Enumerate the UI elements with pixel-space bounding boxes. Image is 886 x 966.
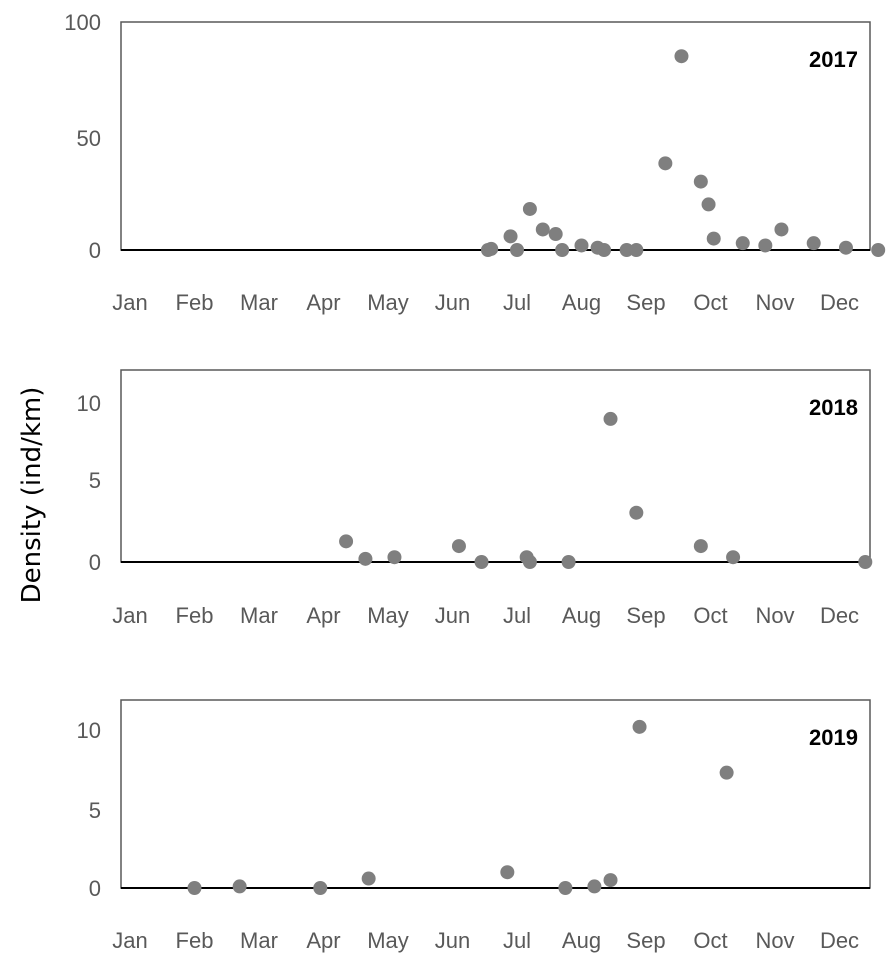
x-tick-label: Sep	[626, 290, 665, 315]
y-tick-label: 5	[89, 798, 101, 823]
x-tick-label: Nov	[755, 603, 794, 628]
x-tick-label: Nov	[755, 290, 794, 315]
panel-2018-frame	[120, 369, 871, 563]
x-tick-label: Apr	[306, 603, 340, 628]
x-tick-label: Apr	[306, 928, 340, 953]
x-tick-label: Sep	[626, 603, 665, 628]
data-point	[474, 555, 489, 569]
panel-title-2018: 2018	[809, 395, 858, 420]
x-tick-label: Feb	[176, 290, 214, 315]
x-tick-label: May	[367, 290, 409, 315]
data-point	[561, 555, 576, 569]
data-point	[339, 534, 354, 549]
x-tick-label: Aug	[562, 928, 601, 953]
x-tick-label: Oct	[693, 290, 727, 315]
data-point	[597, 243, 612, 257]
x-tick-label: Jan	[112, 290, 147, 315]
y-tick-label: 50	[77, 126, 101, 151]
data-point	[555, 243, 570, 257]
data-point	[535, 222, 550, 237]
data-point	[858, 555, 873, 569]
data-point	[522, 555, 537, 569]
x-tick-label: Oct	[693, 603, 727, 628]
x-tick-label: Dec	[820, 928, 859, 953]
data-point	[603, 411, 618, 426]
data-point	[358, 551, 373, 566]
x-tick-label: Dec	[820, 603, 859, 628]
x-tick-label: Jul	[503, 603, 531, 628]
data-point	[719, 765, 734, 780]
data-point	[806, 236, 821, 251]
x-tick-label: Aug	[562, 603, 601, 628]
data-point	[484, 241, 499, 256]
data-point	[187, 881, 202, 895]
data-point	[587, 879, 602, 894]
data-point	[693, 539, 708, 554]
x-tick-label: Jan	[112, 928, 147, 953]
data-point	[500, 865, 515, 880]
x-tick-label: Oct	[693, 928, 727, 953]
x-tick-label: Mar	[240, 290, 278, 315]
panel-title-2019: 2019	[809, 725, 858, 750]
data-point	[313, 881, 328, 895]
data-point	[706, 231, 721, 246]
x-tick-label: Nov	[755, 928, 794, 953]
data-point	[619, 243, 634, 257]
x-tick-label: Jul	[503, 928, 531, 953]
x-tick-label: Jun	[435, 928, 470, 953]
y-tick-label: 100	[64, 10, 101, 35]
y-tick-label: 0	[89, 550, 101, 575]
y-tick-label: 0	[89, 238, 101, 263]
x-tick-label: Jun	[435, 603, 470, 628]
x-tick-label: Jul	[503, 290, 531, 315]
x-tick-label: Aug	[562, 290, 601, 315]
panel-2017-frame	[120, 21, 871, 251]
x-tick-label: Jan	[112, 603, 147, 628]
data-point	[871, 243, 886, 257]
y-tick-label: 0	[89, 876, 101, 901]
x-tick-label: Mar	[240, 603, 278, 628]
y-tick-label: 5	[89, 468, 101, 493]
x-tick-label: Sep	[626, 928, 665, 953]
data-point	[603, 873, 618, 888]
y-tick-label: 10	[77, 391, 101, 416]
panel-2019-frame	[120, 699, 871, 889]
data-point	[629, 243, 644, 257]
data-point	[632, 719, 647, 734]
x-tick-label: Dec	[820, 290, 859, 315]
x-tick-label: Apr	[306, 290, 340, 315]
data-point	[758, 238, 773, 253]
x-tick-label: Jun	[435, 290, 470, 315]
data-point	[387, 550, 402, 565]
data-point	[522, 201, 537, 216]
data-point	[451, 539, 466, 554]
data-point	[510, 243, 524, 257]
data-point	[701, 197, 716, 212]
data-point	[548, 227, 563, 242]
x-tick-label: Feb	[176, 603, 214, 628]
data-point	[658, 156, 673, 171]
x-tick-label: May	[367, 928, 409, 953]
data-point	[674, 49, 689, 64]
data-point	[629, 505, 644, 520]
data-point	[558, 881, 573, 895]
x-tick-label: Feb	[176, 928, 214, 953]
y-tick-label: 10	[77, 718, 101, 743]
y-axis-label: Density (ind/km)	[17, 387, 47, 604]
panel-title-2017: 2017	[809, 47, 858, 72]
data-point	[726, 550, 741, 565]
data-point	[574, 238, 589, 253]
data-point	[693, 174, 708, 189]
data-point	[838, 240, 853, 255]
x-tick-label: Mar	[240, 928, 278, 953]
data-point	[503, 229, 518, 244]
data-point	[232, 879, 247, 894]
x-tick-label: May	[367, 603, 409, 628]
data-point	[735, 236, 750, 251]
data-point	[774, 222, 789, 237]
data-point	[361, 871, 376, 886]
